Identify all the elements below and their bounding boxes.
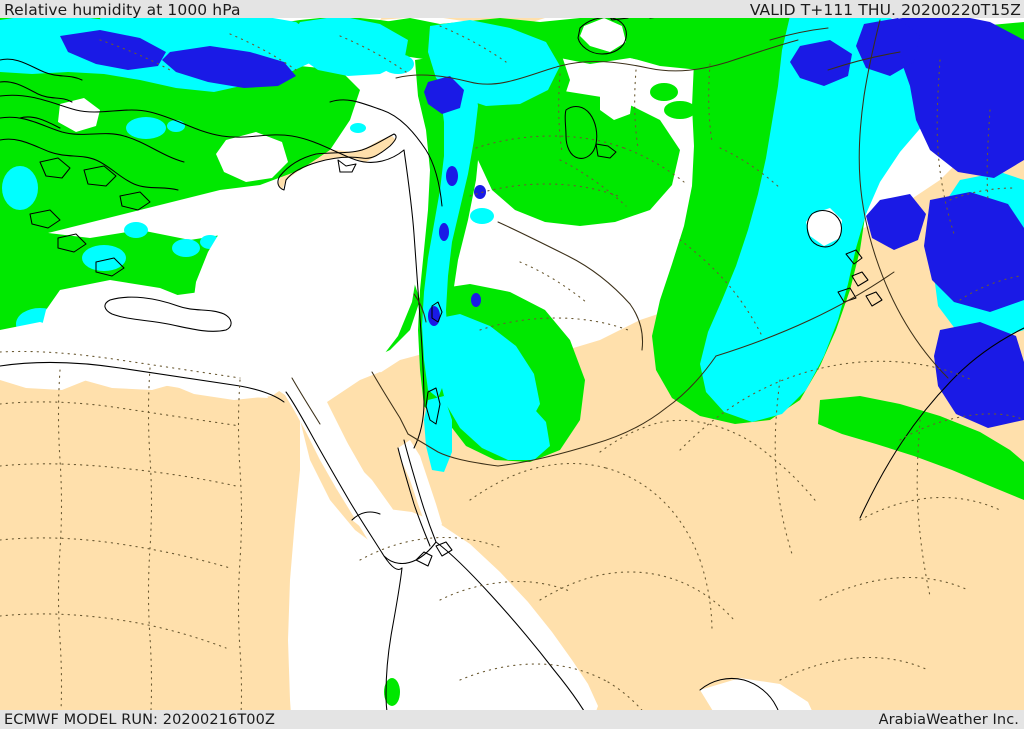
sea-layer [0,18,842,724]
border-dotted [0,25,1024,729]
border-solid [291,19,949,467]
page-title: Relative humidity at 1000 hPa [4,1,241,19]
model-run-label: ECMWF MODEL RUN: 20200216T00Z [4,712,275,728]
footer-bar: ECMWF MODEL RUN: 20200216T00Z ArabiaWeat… [0,710,1024,729]
provider-attribution: ArabiaWeather Inc. [878,712,1019,728]
header-bar: Relative humidity at 1000 hPa VALID T+11… [0,0,1024,19]
rh-band-blue [60,12,1024,428]
valid-time-label: VALID T+111 THU. 20200220T15Z [749,1,1021,19]
